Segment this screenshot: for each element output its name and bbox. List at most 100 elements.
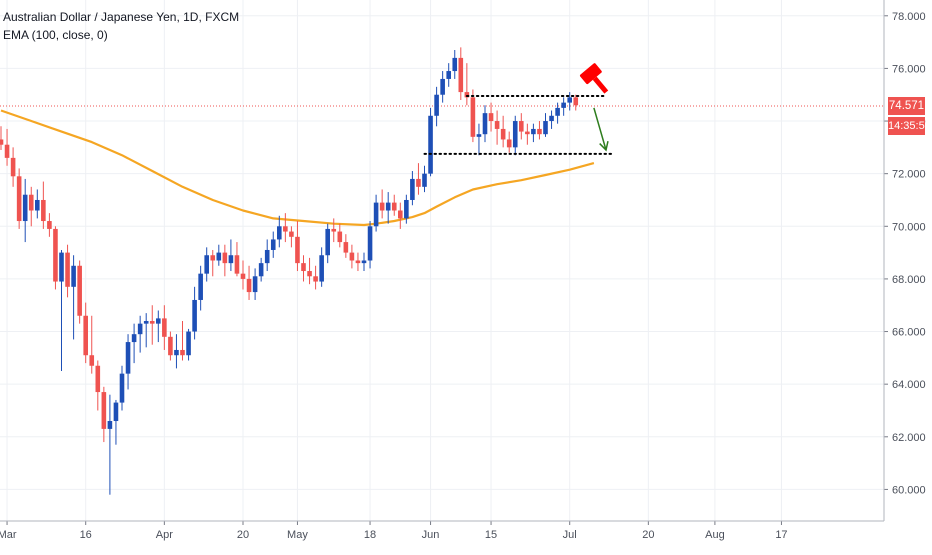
candle-body bbox=[180, 349, 185, 356]
candle-body bbox=[192, 299, 197, 332]
x-tick-label: 18 bbox=[364, 529, 376, 541]
candle bbox=[494, 110, 500, 145]
candle-body bbox=[113, 402, 119, 422]
candle-body bbox=[349, 252, 355, 261]
candle-body bbox=[228, 255, 234, 264]
candle-body bbox=[71, 265, 76, 287]
hammer-icon[interactable] bbox=[579, 63, 614, 99]
candle-body bbox=[137, 323, 143, 335]
ema-line bbox=[0, 109, 595, 227]
candle-body bbox=[428, 115, 433, 174]
candle-body bbox=[252, 276, 258, 293]
candle bbox=[131, 323, 137, 364]
candle-body bbox=[361, 260, 367, 264]
candle-body bbox=[77, 265, 82, 316]
countdown-badge: 14:35:56 bbox=[888, 117, 931, 135]
candle bbox=[379, 189, 385, 219]
candle-body bbox=[573, 97, 579, 106]
candle-body bbox=[422, 173, 427, 187]
candle-body bbox=[416, 178, 421, 187]
candle bbox=[446, 63, 451, 87]
candle bbox=[28, 186, 34, 227]
chart-title: Australian Dollar / Japanese Yen, 1D, FX… bbox=[3, 10, 240, 24]
candle-body bbox=[494, 121, 500, 129]
candle bbox=[270, 231, 276, 258]
candle bbox=[476, 123, 482, 156]
candle bbox=[95, 360, 101, 411]
candle bbox=[295, 221, 300, 272]
candle bbox=[434, 86, 439, 127]
candle bbox=[264, 239, 270, 272]
candle-body bbox=[4, 144, 10, 158]
candle bbox=[404, 194, 409, 224]
candle-body bbox=[198, 273, 203, 300]
candle bbox=[240, 260, 246, 290]
candle-body bbox=[391, 202, 397, 211]
candle bbox=[198, 265, 203, 311]
candle-body bbox=[240, 273, 246, 279]
x-tick-label: 20 bbox=[642, 529, 654, 541]
candle bbox=[41, 181, 46, 229]
candle bbox=[107, 394, 113, 495]
candle bbox=[325, 223, 330, 264]
candle bbox=[77, 260, 82, 324]
candle bbox=[143, 313, 149, 348]
candle bbox=[234, 242, 240, 277]
candle-body bbox=[379, 202, 385, 211]
y-tick-label: 70.000 bbox=[892, 221, 926, 233]
y-tick-label: 72.000 bbox=[892, 169, 926, 181]
candle-body bbox=[16, 176, 22, 222]
x-tick-label: Aug bbox=[705, 529, 725, 541]
candle bbox=[180, 321, 185, 361]
candle bbox=[452, 49, 458, 79]
candle-body bbox=[488, 113, 494, 122]
candle-body bbox=[10, 157, 16, 177]
candle bbox=[113, 399, 119, 445]
candle-body bbox=[307, 271, 312, 277]
candle bbox=[313, 265, 318, 290]
down-arrow[interactable] bbox=[593, 107, 609, 152]
candle-body bbox=[440, 78, 445, 95]
candle-body bbox=[107, 421, 113, 429]
candle-body bbox=[476, 134, 482, 137]
candle bbox=[470, 89, 476, 143]
candle bbox=[252, 268, 258, 300]
candle-body bbox=[506, 139, 512, 148]
candle bbox=[555, 102, 560, 124]
candle bbox=[59, 249, 64, 372]
candle-body bbox=[446, 71, 451, 79]
candle bbox=[500, 115, 506, 148]
candle bbox=[349, 244, 355, 269]
y-tick-label: 78.000 bbox=[892, 11, 926, 23]
candle bbox=[301, 255, 306, 282]
candle bbox=[337, 223, 343, 248]
candle bbox=[385, 192, 391, 224]
candle-body bbox=[258, 263, 264, 277]
candle-body bbox=[385, 202, 391, 211]
candle-body bbox=[337, 231, 343, 243]
candle-body bbox=[89, 355, 95, 366]
candle-body bbox=[373, 202, 379, 227]
candle bbox=[246, 265, 252, 300]
ema-layer bbox=[0, 109, 595, 227]
candle bbox=[549, 110, 554, 129]
candle bbox=[543, 113, 548, 137]
candle bbox=[355, 252, 361, 272]
y-tick-label: 76.000 bbox=[892, 63, 926, 75]
candle-body bbox=[143, 321, 149, 324]
candle bbox=[464, 63, 470, 106]
candle bbox=[416, 163, 421, 195]
candle bbox=[343, 234, 349, 258]
x-tick-label: Apr bbox=[156, 529, 173, 541]
candle-body bbox=[149, 321, 155, 324]
candle bbox=[283, 213, 288, 243]
candle bbox=[156, 310, 161, 343]
candle bbox=[186, 328, 191, 361]
candle-body bbox=[289, 231, 294, 237]
candle bbox=[119, 365, 125, 411]
candle-body bbox=[470, 97, 476, 137]
hammer-handle bbox=[592, 76, 609, 94]
candle bbox=[125, 334, 131, 390]
x-tick-label: Jun bbox=[422, 529, 440, 541]
